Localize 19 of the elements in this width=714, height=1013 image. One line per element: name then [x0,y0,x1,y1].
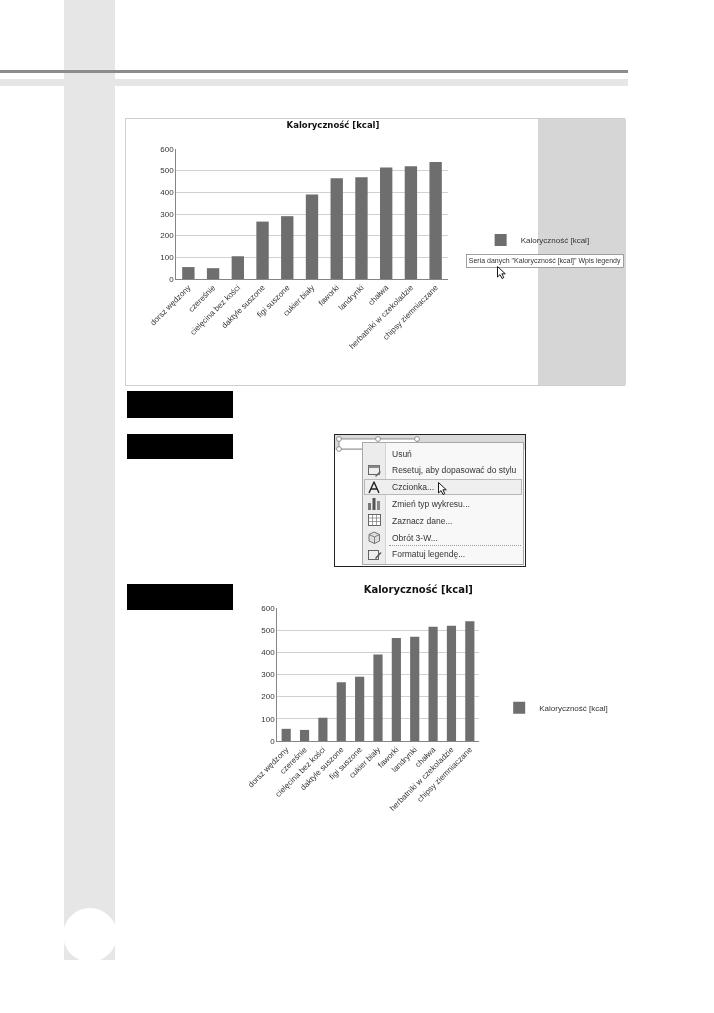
y-tick-label: 400 [160,188,175,198]
y-tick-label: 600 [261,603,276,613]
y-tick-label: 100 [160,253,175,263]
legend-label: Kaloryczność [kcal] [539,703,608,713]
y-tick-label: 0 [270,736,276,746]
y-tick-label: 200 [160,231,175,241]
y-tick-label: 400 [261,648,276,658]
context-menu: Usuń Resetuj, aby dopasować do stylu Czcionka... Zmień typ wykresu... Zaznacz dane... Obrót 3-W... Formatuj legendę... [362,442,524,565]
y-tick-label: 500 [160,166,175,176]
chart-title: Kaloryczność [kcal] [286,119,380,130]
y-tick-label: 500 [261,625,276,635]
y-tick-label: 300 [160,209,175,219]
legend-label: Kaloryczność [kcal] [520,236,590,246]
y-tick-label: 0 [169,274,175,284]
y-tick-label: 100 [261,714,276,724]
y-tick-label: 200 [261,692,276,702]
y-tick-label: 600 [160,144,175,154]
chart-title: Kaloryczność [kcal] [363,583,473,595]
y-tick-label: 300 [261,670,276,680]
